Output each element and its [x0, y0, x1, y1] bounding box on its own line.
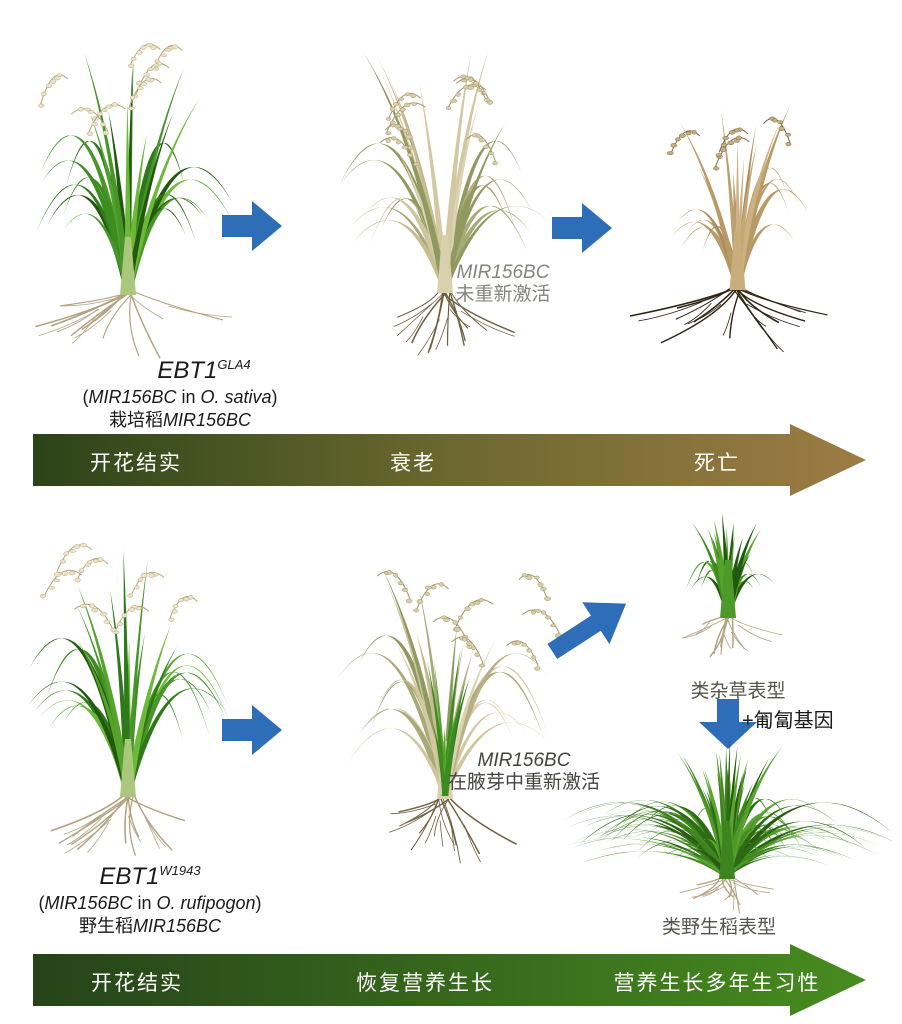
- chinese-name: 野生稻: [78, 915, 133, 936]
- paren: (: [82, 387, 89, 407]
- chinese-gene-line: 野生稻MIR156BC: [15, 915, 285, 938]
- timeline-cultivated: 开花结实 衰老 死亡: [33, 424, 901, 496]
- label-weedy-phenotype: 类杂草表型: [690, 681, 786, 702]
- species-name: O. rufipogon: [156, 893, 256, 913]
- gene-species-line: (MIR156BC in O. rufipogon): [15, 892, 285, 915]
- timeline-stage-flowering: 开花结实: [90, 452, 182, 475]
- note-mir156bc-not-reactivated: MIR156BC 未重新激活: [412, 262, 594, 307]
- timeline-stage-perennial-habit: 营养生长多年生习性: [613, 972, 821, 995]
- label-wild-phenotype: 类野生稻表型: [661, 917, 776, 938]
- chinese-gene-line: 栽培稻MIR156BC: [45, 409, 315, 432]
- plant-dead-rice: [630, 62, 845, 367]
- gene-allele-title: EBT1W1943: [15, 862, 285, 892]
- arrow-right-icon: [552, 201, 614, 255]
- connector: in: [176, 387, 201, 407]
- gene-species-line: (MIR156BC in O. sativa): [45, 386, 315, 409]
- arrow-right-icon: [222, 703, 284, 757]
- timeline-stage-vegetative-recovery: 恢复营养生长: [356, 972, 494, 995]
- connector: in: [132, 893, 157, 913]
- timeline-stage-death: 死亡: [694, 452, 740, 475]
- timeline-stage-flowering: 开花结实: [91, 972, 183, 995]
- gene-name: MIR156BC: [44, 893, 133, 913]
- arrow-down-icon: [699, 699, 757, 749]
- plant-senescent-rice-with-regrowth: [320, 518, 570, 870]
- gene-name: EBT1: [157, 357, 218, 384]
- plant-wild-type-bush: [552, 736, 902, 918]
- paren: ): [255, 893, 262, 913]
- plant-cultivated-rice-green: [18, 20, 238, 368]
- arrow-up-right-icon: [536, 578, 643, 676]
- timeline-wild: 开花结实 恢复营养生长 营养生长多年生习性: [33, 944, 901, 1016]
- species-name: O. sativa: [200, 387, 272, 407]
- gene-name: MIR156BC: [88, 387, 177, 407]
- allele-superscript: GLA4: [217, 357, 251, 372]
- label-creeping-gene: +匍匐基因: [742, 710, 834, 732]
- plant-weedy-type: [648, 493, 808, 661]
- gene-name: EBT1: [99, 863, 160, 890]
- note-gene-name: MIR156BC: [477, 750, 571, 771]
- gene-allele-title: EBT1GLA4: [69, 356, 339, 386]
- note-status-text: 未重新激活: [455, 284, 551, 306]
- plant-wild-rice-green: [18, 522, 238, 870]
- allele-superscript: W1943: [159, 863, 201, 878]
- gene-name: MIR156BC: [162, 409, 252, 430]
- note-status-text: 在腋芽中重新激活: [447, 772, 600, 794]
- plant-senescent-rice: [320, 12, 570, 364]
- label-cultivated-rice: EBT1GLA4 (MIR156BC in O. sativa) 栽培稻MIR1…: [45, 356, 315, 431]
- timeline-stage-senescence: 衰老: [390, 452, 436, 475]
- arrow-right-icon: [222, 199, 284, 253]
- note-mir156bc-reactivated: MIR156BC 在腋芽中重新激活: [432, 750, 616, 795]
- paren: (: [38, 893, 45, 913]
- note-gene-name: MIR156BC: [456, 262, 550, 283]
- label-wild-rice: EBT1W1943 (MIR156BC in O. rufipogon) 野生稻…: [15, 862, 285, 937]
- gene-name: MIR156BC: [132, 915, 222, 936]
- chinese-name: 栽培稻: [108, 409, 163, 430]
- paren: ): [271, 387, 278, 407]
